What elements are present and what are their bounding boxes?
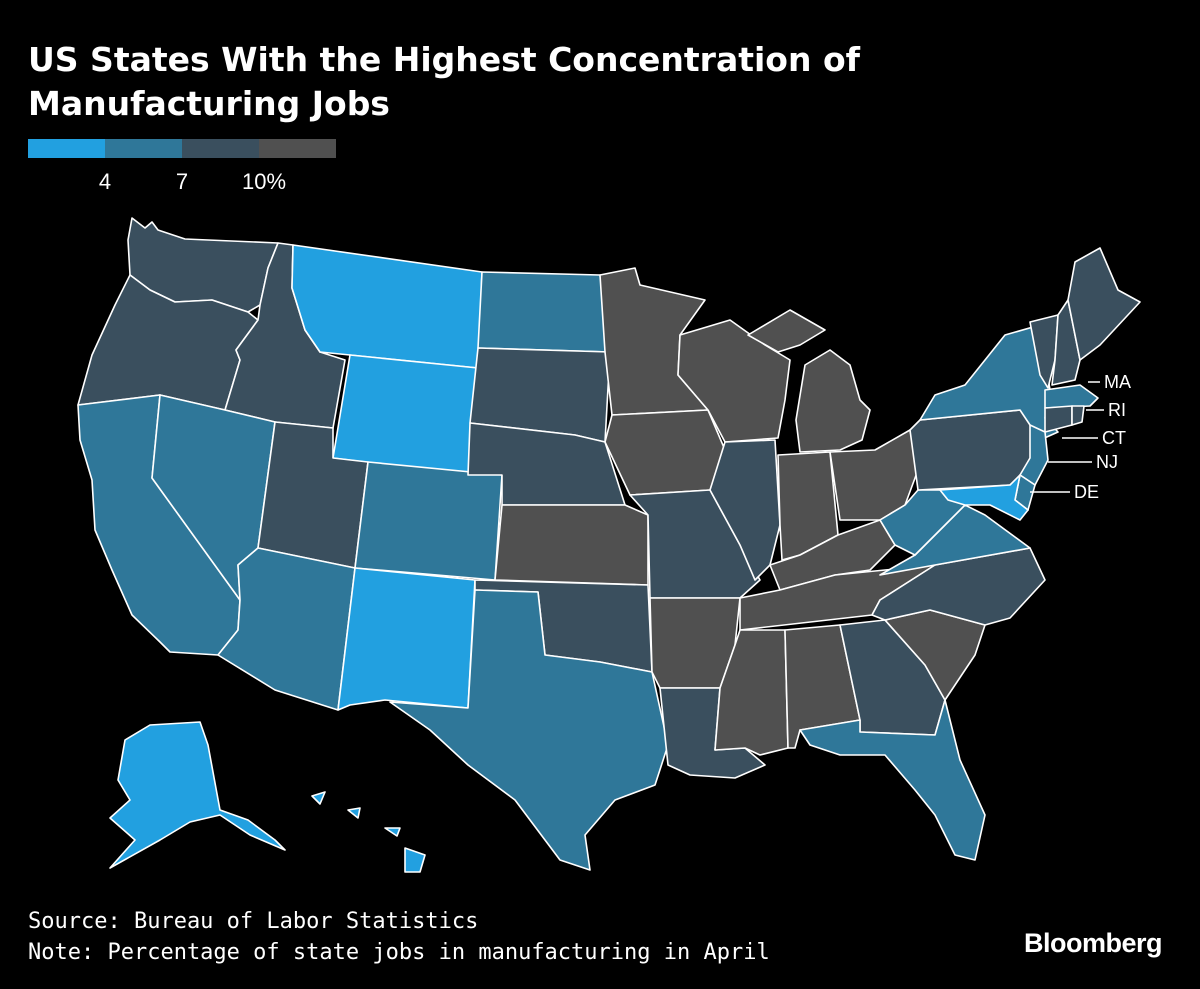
- chart-title: US States With the Highest Concentration…: [28, 40, 860, 123]
- state-massachusetts: [1044, 384, 1099, 409]
- callout-label-de: DE: [1074, 482, 1099, 502]
- state-montana: [291, 244, 483, 369]
- callouts-layer: MA RI CT NJ DE: [1030, 372, 1131, 502]
- note-text: Note: Percentage of state jobs in manufa…: [28, 940, 770, 965]
- legend-swatch-4: [259, 139, 336, 158]
- state-maine: [1067, 247, 1141, 361]
- state-wisconsin: [677, 319, 791, 443]
- callout-label-ma: MA: [1104, 372, 1131, 392]
- legend-swatch-2: [105, 139, 182, 158]
- state-hawaii: [311, 791, 426, 873]
- state-connecticut: [1044, 405, 1073, 433]
- state-iowa: [604, 409, 726, 496]
- callout-label-ct: CT: [1102, 428, 1126, 448]
- state-florida: [799, 699, 986, 861]
- callout-label-nj: NJ: [1096, 452, 1118, 472]
- states-layer: [77, 217, 1141, 873]
- state-alaska: [109, 721, 286, 869]
- source-text: Source: Bureau of Labor Statistics: [28, 909, 479, 934]
- state-michigan: [747, 309, 871, 453]
- legend-tick-10pct: 10%: [241, 169, 287, 194]
- state-colorado: [354, 461, 503, 581]
- legend-swatch-3: [182, 139, 259, 158]
- legend: 4 7 10%: [28, 139, 336, 194]
- legend-tick-7: 7: [175, 169, 189, 194]
- bloomberg-logo: Bloomberg: [1023, 928, 1163, 958]
- state-arizona: [217, 547, 356, 711]
- state-vermont: [1029, 314, 1059, 389]
- state-ohio: [829, 429, 919, 521]
- state-maryland: [939, 474, 1029, 521]
- state-illinois: [709, 439, 781, 581]
- state-texas: [389, 589, 669, 871]
- state-kansas: [494, 504, 649, 586]
- footer-notes: Source: Bureau of Labor Statistics Note:…: [28, 906, 770, 968]
- state-wyoming: [332, 354, 479, 476]
- state-rhode-island: [1071, 405, 1085, 426]
- legend-color-bar: [28, 139, 336, 158]
- state-north-dakota: [477, 271, 611, 353]
- state-north-carolina: [871, 547, 1046, 626]
- callout-label-ri: RI: [1108, 400, 1126, 420]
- legend-tick-4: 4: [98, 169, 112, 194]
- legend-swatch-1: [28, 139, 105, 158]
- state-new-mexico: [337, 567, 476, 711]
